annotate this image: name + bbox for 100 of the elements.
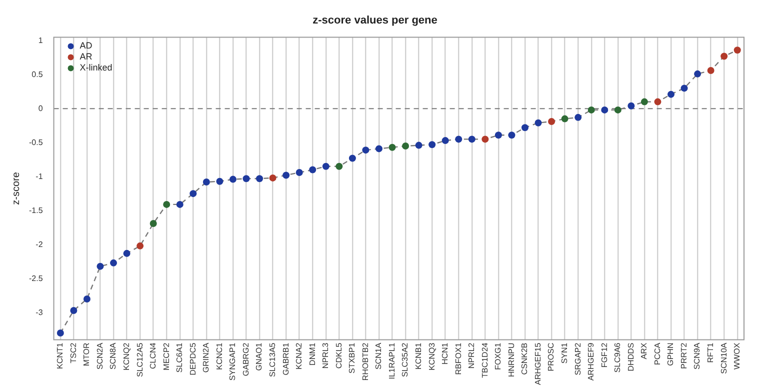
x-tick-label: HCN1 (440, 342, 450, 365)
y-tick-label: -1.5 (28, 206, 44, 215)
x-tick-label: CSNK2B (520, 342, 530, 375)
point (269, 174, 276, 182)
point (601, 106, 608, 114)
point (136, 242, 144, 250)
x-tick-label: FGF12 (600, 342, 609, 368)
legend-label: AR (80, 52, 93, 62)
x-tick-label: HNRNPU (506, 342, 516, 377)
y-tick-label: 0.5 (32, 70, 44, 79)
legend-label: X-linked (80, 62, 112, 73)
x-tick-label: RFT1 (706, 342, 716, 363)
x-tick-label: GABRB1 (281, 342, 290, 376)
x-tick-label: MTOR (82, 342, 92, 366)
point (242, 175, 250, 182)
point (534, 119, 542, 126)
point (640, 98, 648, 106)
point (468, 136, 476, 143)
legend-label: AD (80, 40, 93, 51)
point (309, 166, 316, 174)
x-tick-label: RBFOX1 (454, 342, 463, 375)
x-tick-label: MECP2 (162, 342, 171, 370)
y-tick-label: -3 (36, 308, 44, 317)
point (548, 118, 556, 126)
x-tick-label: WWOX (732, 342, 742, 370)
x-tick-label: SLC9A6 (613, 342, 622, 373)
point (150, 220, 157, 227)
point (720, 52, 728, 60)
point (216, 178, 224, 185)
point (202, 178, 210, 186)
x-tick-label: SLC35A2 (400, 342, 410, 378)
x-tick-label: STXBP1 (348, 342, 357, 374)
point (628, 102, 635, 110)
x-tick-label: IL1RAPL1 (387, 342, 396, 380)
point (375, 145, 382, 152)
y-tick-label: 1 (38, 36, 44, 45)
point (163, 200, 170, 208)
x-tick-label: ARX (640, 342, 649, 360)
point (694, 70, 702, 78)
x-tick-label: GPHN (666, 342, 676, 366)
x-tick-label: TBC1D24 (480, 342, 490, 378)
x-tick-label: GABRG2 (241, 342, 250, 376)
point (574, 114, 582, 121)
point (110, 259, 118, 266)
x-tick-label: SCN2A (95, 342, 104, 370)
x-tick-label: KCNA2 (294, 342, 304, 370)
x-tick-label: GNAO1 (254, 342, 264, 371)
point (455, 136, 462, 143)
x-tick-label: SCN8A (108, 342, 118, 370)
point (680, 84, 688, 92)
x-tick-label: CDKL5 (334, 342, 344, 369)
point (521, 124, 528, 132)
point (282, 172, 290, 179)
point (388, 144, 396, 151)
point (494, 132, 502, 139)
y-tick-label: -2 (36, 240, 44, 249)
y-tick-label: 0 (38, 104, 44, 113)
point (428, 141, 436, 148)
point (322, 162, 330, 170)
point (190, 190, 197, 198)
x-tick-label: NPRL3 (321, 342, 330, 369)
x-tick-label: ARHGEF15 (533, 342, 542, 385)
point (229, 176, 236, 183)
point (296, 169, 303, 176)
y-tick-label: -0.5 (28, 138, 44, 147)
x-tick-label: KCNT1 (56, 342, 65, 369)
x-tick-label: PROSC (546, 342, 556, 372)
x-tick-label: PCCA (652, 342, 662, 365)
point (348, 154, 356, 162)
point (667, 90, 674, 98)
point (508, 132, 516, 139)
x-tick-label: SRGAP2 (573, 342, 582, 376)
point (734, 46, 741, 54)
x-tick-label: SCN10A (719, 342, 728, 374)
x-tick-label: DEPDC5 (188, 342, 198, 376)
x-tick-label: GRIN2A (202, 342, 211, 373)
y-tick-label: -1 (36, 172, 44, 181)
point (402, 142, 410, 150)
x-tick-label: RHOBTB2 (360, 342, 370, 381)
x-tick-label: NPRL2 (467, 342, 476, 369)
x-tick-label: KCNB1 (414, 342, 424, 370)
point (707, 67, 714, 74)
point (482, 136, 489, 143)
x-tick-label: CLCN4 (148, 342, 158, 369)
x-tick-label: SYNGAP1 (228, 342, 238, 381)
point (56, 329, 64, 336)
point (123, 250, 130, 257)
x-tick-label: SLC6A1 (175, 342, 184, 373)
x-tick-label: KCNQ2 (122, 342, 131, 370)
x-tick-label: PRRT2 (679, 342, 688, 369)
x-tick-label: DNM1 (308, 342, 317, 366)
point (96, 262, 104, 270)
point (588, 106, 595, 114)
point (561, 115, 568, 122)
point (654, 98, 662, 106)
x-tick-label: ARHGEF9 (586, 342, 596, 381)
x-tick-label: DHDDS (626, 342, 636, 372)
y-tick-label: -2.5 (28, 274, 44, 283)
point (70, 307, 78, 314)
point (83, 295, 90, 302)
